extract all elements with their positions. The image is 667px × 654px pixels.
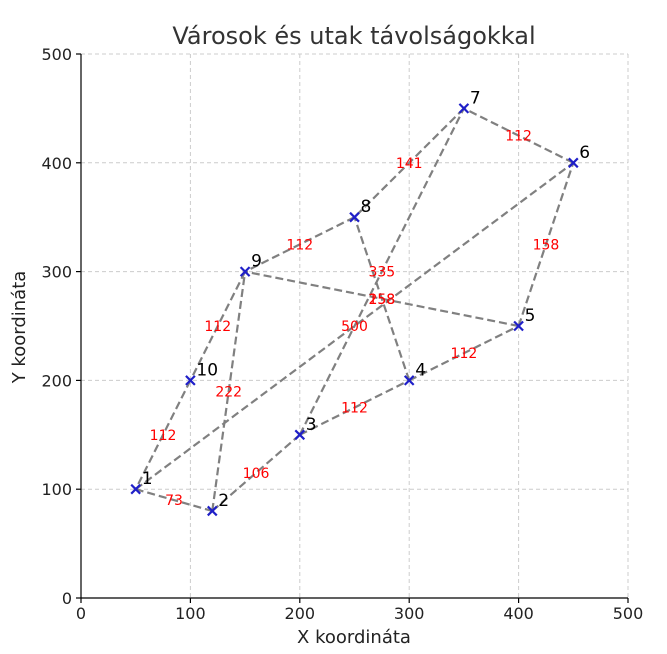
road-line xyxy=(408,325,520,382)
city-marker xyxy=(207,505,218,517)
x-tick-label: 200 xyxy=(285,604,316,623)
city-label: 5 xyxy=(525,306,536,326)
x-axis-label: X koordináta xyxy=(297,627,411,648)
y-tick-label: 0 xyxy=(62,589,72,608)
city-marker xyxy=(185,375,196,386)
x-tick-label: 100 xyxy=(175,604,206,623)
road-line xyxy=(244,216,355,273)
road-line xyxy=(298,107,465,436)
road-line xyxy=(135,161,574,491)
x-tick-label: 300 xyxy=(394,604,425,623)
city-label: 9 xyxy=(251,252,262,272)
y-tick-label: 300 xyxy=(41,263,72,282)
distance-label: 141 xyxy=(396,156,423,172)
distance-label: 500 xyxy=(341,319,368,335)
tick-labels: 0 100 200 300 400 500 0 100 200 300 400 500 xyxy=(41,45,643,623)
city-marker xyxy=(568,157,579,169)
city-label: 6 xyxy=(579,143,590,163)
road-line xyxy=(134,379,192,490)
road-line xyxy=(135,488,213,513)
distance-label: 112 xyxy=(204,319,231,335)
y-tick-label: 400 xyxy=(41,154,72,173)
distance-label: 158 xyxy=(533,237,560,253)
x-tick-label: 0 xyxy=(76,604,86,623)
road-line xyxy=(244,270,519,328)
y-tick-label: 500 xyxy=(41,45,72,64)
y-tick-label: 200 xyxy=(41,371,72,390)
city-marker xyxy=(294,429,306,441)
road-line xyxy=(353,107,465,218)
distance-label: 112 xyxy=(150,428,177,444)
road-line xyxy=(517,162,575,327)
distance-label: 73 xyxy=(165,493,183,509)
distance-label: 335 xyxy=(368,265,395,281)
city-label: 10 xyxy=(196,360,218,380)
road-lines xyxy=(134,107,575,513)
distance-label: 258 xyxy=(368,292,395,308)
city-label: 7 xyxy=(470,88,481,108)
distance-label: 112 xyxy=(286,237,313,253)
distance-label: 222 xyxy=(215,384,242,400)
city-marker xyxy=(513,320,524,332)
distance-label: 106 xyxy=(243,466,270,482)
city-markers xyxy=(130,103,579,517)
city-marker xyxy=(130,483,141,495)
y-axis-label: Y koordináta xyxy=(9,271,30,385)
distance-label: 112 xyxy=(505,129,532,145)
city-label: 3 xyxy=(306,415,317,435)
axes xyxy=(76,53,629,603)
road-line xyxy=(189,271,247,381)
city-marker xyxy=(239,266,251,277)
distance-label: 158 xyxy=(368,292,395,308)
city-label: 1 xyxy=(142,469,153,489)
road-line xyxy=(211,433,301,512)
distance-label: 112 xyxy=(341,401,368,417)
road-line xyxy=(463,107,574,164)
city-marker xyxy=(349,211,360,223)
city-label: 2 xyxy=(218,491,229,511)
city-label: 8 xyxy=(361,197,372,217)
road-line xyxy=(299,379,410,436)
city-label: 4 xyxy=(415,360,426,380)
city-marker xyxy=(403,375,415,386)
x-tick-label: 400 xyxy=(503,604,534,623)
chart-title: Városok és utak távolságokkal xyxy=(172,22,535,50)
x-tick-label: 500 xyxy=(613,604,644,623)
city-marker xyxy=(458,103,470,114)
distance-label: 112 xyxy=(451,346,478,362)
labels: 7310611211215811214111211211250022233515… xyxy=(142,88,590,511)
y-tick-label: 100 xyxy=(41,480,72,499)
grid xyxy=(81,53,629,598)
road-line xyxy=(211,271,247,512)
